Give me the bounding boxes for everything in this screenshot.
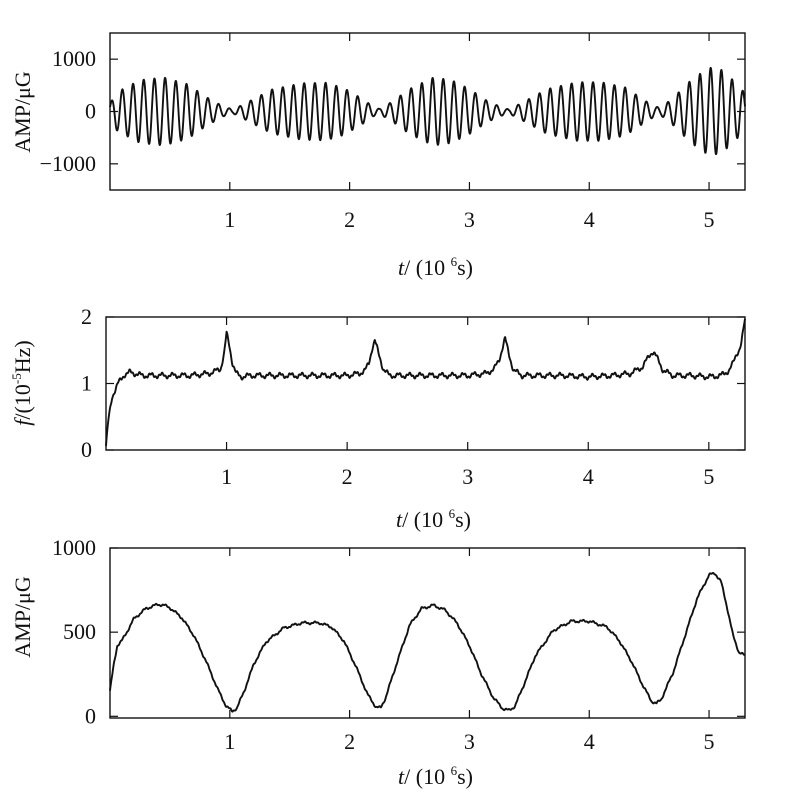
plot-frame [105, 316, 746, 451]
svg-text:f/(10-5Hz): f/(10-5Hz) [9, 340, 35, 425]
series-line-3 [109, 571, 746, 713]
x-axis-label-1: t/ (10 6s) [398, 254, 473, 280]
x-tick-label: 2 [342, 464, 353, 489]
panel-3: 1 2 3 4 5 0 500 1000 [52, 535, 746, 754]
x-tick-label: 4 [583, 464, 594, 489]
x-tick-label: 5 [704, 207, 715, 232]
x-tick-label: 3 [464, 729, 475, 754]
y-tick-label: 1000 [52, 46, 96, 71]
panel-1: 1 2 3 4 5 −1000 0 1000 [40, 32, 746, 232]
x-tick-label: 1 [224, 729, 235, 754]
y-axis-label-1: AMP/μG [10, 71, 35, 153]
series-line-2 [105, 318, 746, 446]
plot-frame [109, 547, 746, 719]
y-tick-label: 1 [81, 371, 92, 396]
y-axis-label-2: f/(10-5Hz) [9, 340, 35, 425]
x-axis-label-var: t [398, 255, 405, 280]
series-line-1 [109, 66, 746, 156]
y-axis-label-3: AMP/μG [10, 576, 35, 658]
y-tick-label: 2 [81, 304, 92, 329]
x-tick-label: 2 [344, 729, 355, 754]
x-tick-label: 1 [224, 207, 235, 232]
x-tick-label: 1 [221, 464, 232, 489]
svg-text:AMP/μG: AMP/μG [10, 576, 35, 658]
x-axis-label-var: t [396, 507, 403, 532]
x-tick-label: 3 [462, 464, 473, 489]
svg-text:AMP/μG: AMP/μG [10, 71, 35, 153]
y-tick-label: 0 [81, 437, 92, 462]
x-tick-label: 4 [584, 207, 595, 232]
x-axis-label-var: t [398, 764, 405, 789]
y-tick-label: 0 [85, 703, 96, 728]
panel-2: 1 2 3 4 5 0 1 2 [81, 304, 746, 489]
y-tick-label: 0 [85, 99, 96, 124]
x-tick-label: 2 [344, 207, 355, 232]
x-tick-label: 5 [704, 729, 715, 754]
y-tick-label: 500 [63, 619, 96, 644]
x-axis-label-2: t/ (10 6s) [396, 506, 471, 532]
x-tick-label: 5 [703, 464, 714, 489]
x-tick-label: 4 [584, 729, 595, 754]
x-axis-label-3: t/ (10 6s) [398, 763, 473, 789]
y-tick-label: 1000 [52, 535, 96, 560]
x-tick-label: 3 [464, 207, 475, 232]
y-tick-label: −1000 [40, 151, 96, 176]
